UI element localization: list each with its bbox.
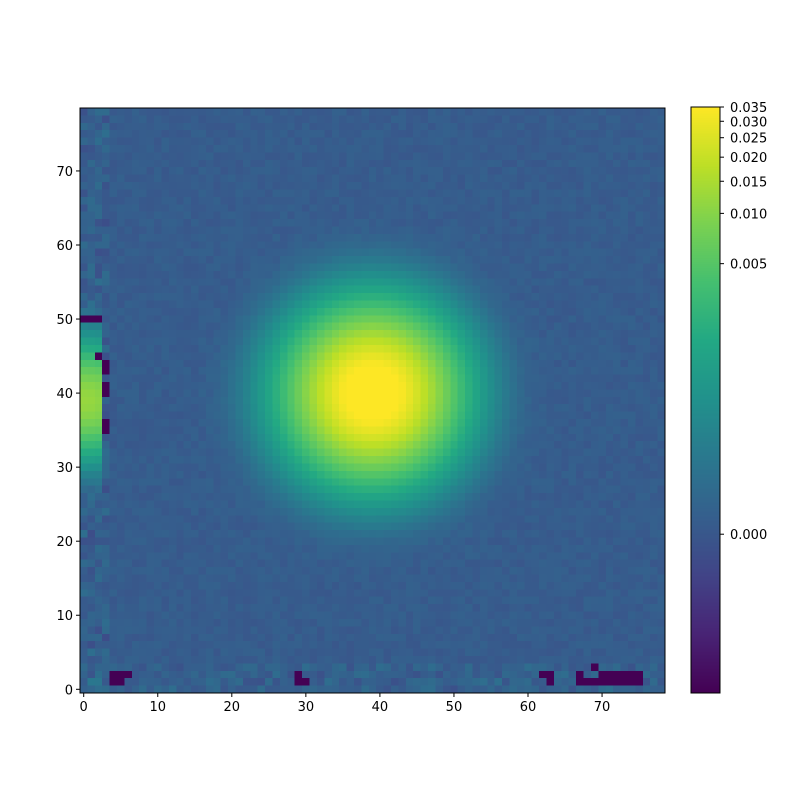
y-axis: 0 10 20 30 40 50 60 70 [56, 165, 80, 698]
colorbar-tick-label: 0.030 [730, 115, 767, 130]
y-tick-label: 10 [56, 609, 73, 624]
x-tick-label: 50 [446, 700, 463, 715]
colorbar-tick-label: 0.010 [730, 207, 767, 222]
colorbar-frame [690, 106, 721, 694]
x-tick-label: 30 [298, 700, 315, 715]
y-tick-label: 20 [56, 535, 73, 550]
y-tick-label: 30 [56, 461, 73, 476]
heatmap-image [80, 108, 665, 693]
plot-frame [79, 107, 666, 694]
colorbar-tick-label: 0.005 [730, 258, 767, 273]
y-tick-label: 70 [56, 165, 73, 180]
y-tick-label: 0 [65, 683, 73, 698]
y-tick-label: 60 [56, 239, 73, 254]
colorbar [691, 107, 720, 693]
x-tick-label: 10 [149, 700, 166, 715]
x-tick-label: 40 [372, 700, 389, 715]
colorbar-tick-label: 0.015 [730, 175, 767, 190]
x-axis: 0 10 20 30 40 50 60 70 [80, 693, 611, 715]
y-tick-label: 50 [56, 313, 73, 328]
x-tick-label: 70 [594, 700, 611, 715]
colorbar-tick-label: 0.020 [730, 151, 767, 166]
colorbar-tick-label: 0.000 [730, 528, 767, 543]
colorbar-tick-label: 0.035 [730, 101, 767, 116]
x-tick-label: 20 [224, 700, 241, 715]
colorbar-tick-label: 0.025 [730, 132, 767, 147]
y-tick-label: 40 [56, 387, 73, 402]
x-tick-label: 0 [80, 700, 88, 715]
x-tick-label: 60 [520, 700, 537, 715]
